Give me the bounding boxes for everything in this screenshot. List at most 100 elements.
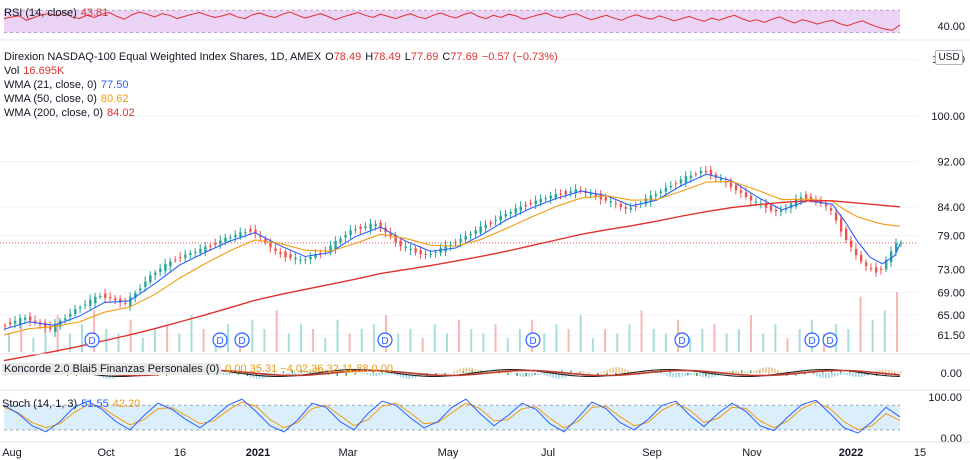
koncorde-green-bar <box>498 373 500 374</box>
candle-body <box>774 209 778 212</box>
koncorde-label: Koncorde 2.0 Blai5 Finanzas Personales (… <box>2 363 222 375</box>
rsi-tick-label: 40.00 <box>937 21 965 33</box>
koncorde-green-bar <box>813 372 815 374</box>
wma200-legend[interactable]: WMA (200, close, 0) 84.02 <box>4 106 139 120</box>
candle-body <box>369 223 372 230</box>
candle-body <box>184 254 187 258</box>
volume-bar <box>141 338 144 352</box>
dividend-letter: D <box>678 336 685 347</box>
koncorde-green-bar <box>597 373 599 376</box>
price-tick-label: 73.00 <box>937 265 965 277</box>
koncorde-bar <box>600 372 602 373</box>
koncorde-green-bar <box>750 370 752 373</box>
koncorde-bar <box>810 373 812 374</box>
candle-body <box>739 190 743 193</box>
koncorde-bar <box>552 373 554 378</box>
koncorde-bar <box>231 373 234 375</box>
wma200-line <box>3 200 901 362</box>
koncorde-bar <box>549 373 551 377</box>
volume-bar <box>190 315 193 352</box>
koncorde-green-bar <box>453 372 455 374</box>
symbol-legend[interactable]: Direxion NASDAQ-100 Equal Weighted Index… <box>4 50 562 64</box>
koncorde-bar <box>792 372 794 373</box>
koncorde-bar <box>597 372 599 374</box>
volume-bar <box>324 338 327 352</box>
time-tick-label: 16 <box>174 447 186 459</box>
wma21-line <box>3 173 901 330</box>
koncorde-bar <box>747 372 749 373</box>
volume-bar <box>664 333 667 352</box>
symbol-title: Direxion NASDAQ-100 Equal Weighted Index… <box>4 51 322 63</box>
volume-bar <box>543 333 546 352</box>
volume-bar <box>202 328 205 352</box>
koncorde-bar <box>672 373 674 378</box>
open-value: 78.49 <box>333 51 362 63</box>
volume-bar <box>555 324 558 352</box>
close-value: 77.69 <box>450 51 478 63</box>
price-tick-label: 69.00 <box>937 287 965 299</box>
candle-body <box>359 226 362 230</box>
koncorde-green-bar <box>822 370 824 373</box>
koncorde-legend[interactable]: Koncorde 2.0 Blai5 Finanzas Personales (… <box>2 362 397 376</box>
stoch-legend[interactable]: Stoch (14, 1, 3) 51.55 42.20 <box>2 397 144 411</box>
candle-body <box>609 200 613 203</box>
koncorde-bar <box>300 373 303 374</box>
candle-body <box>239 232 242 237</box>
axes: 110.00100.0092.0084.0079.0073.0069.0065.… <box>0 54 970 459</box>
koncorde-bar <box>381 373 384 376</box>
volume-bar <box>628 324 631 352</box>
koncorde-green-bar <box>705 373 707 376</box>
volume-bar <box>518 328 521 352</box>
dividend-letter: D <box>808 336 815 347</box>
koncorde-bar <box>771 367 773 373</box>
candle-body <box>329 245 332 252</box>
candle-body <box>544 198 548 200</box>
volume-bar <box>287 333 290 352</box>
candle-body <box>719 178 723 181</box>
candle-body <box>624 207 628 209</box>
candle-body <box>529 202 532 205</box>
volume-bar <box>750 315 753 352</box>
wma50-legend[interactable]: WMA (50, close, 0) 80.62 <box>4 92 132 106</box>
candle-body <box>789 203 793 209</box>
time-tick-label: Oct <box>97 447 114 459</box>
wma21-legend[interactable]: WMA (21, close, 0) 77.50 <box>4 78 132 92</box>
candle-body <box>159 268 162 273</box>
koncorde-green-bar <box>318 373 320 374</box>
volume-bar <box>896 292 898 352</box>
koncorde-bar <box>699 373 701 377</box>
stoch-k-line <box>3 398 901 434</box>
volume-bar <box>153 328 156 352</box>
rsi-legend[interactable]: RSI (14, close) 43.81 <box>4 6 112 20</box>
koncorde-bar <box>447 373 450 374</box>
koncorde-bar <box>606 369 608 373</box>
rsi-value: 43.81 <box>80 7 109 19</box>
currency-badge[interactable]: USD <box>935 50 963 65</box>
candle-body <box>674 183 678 185</box>
price-tick-label: 65.00 <box>937 310 965 322</box>
low-label: L <box>404 51 411 63</box>
volume-legend[interactable]: Vol 16.695K <box>4 64 68 78</box>
koncorde-green-bar <box>804 373 806 375</box>
rsi-band <box>4 10 900 33</box>
koncorde-bar <box>825 373 827 379</box>
candle-body <box>69 313 72 317</box>
candle-body <box>29 316 32 321</box>
rsi-label: RSI (14, close) <box>4 7 77 19</box>
candle-body <box>644 198 648 205</box>
volume-bar <box>348 333 351 352</box>
koncorde-bar <box>708 373 710 378</box>
candle-body <box>749 195 753 201</box>
time-tick-label: Sep <box>642 447 662 459</box>
koncorde-bar <box>234 373 237 374</box>
koncorde-bar <box>537 373 540 375</box>
koncorde-bar <box>522 373 525 377</box>
koncorde-bar <box>855 373 857 377</box>
open-label: O <box>325 51 334 63</box>
stoch-band <box>4 405 900 430</box>
candle-body <box>764 203 768 209</box>
koncorde-bar <box>399 373 402 378</box>
volume-bar <box>652 328 655 352</box>
volume-bar <box>604 328 607 352</box>
